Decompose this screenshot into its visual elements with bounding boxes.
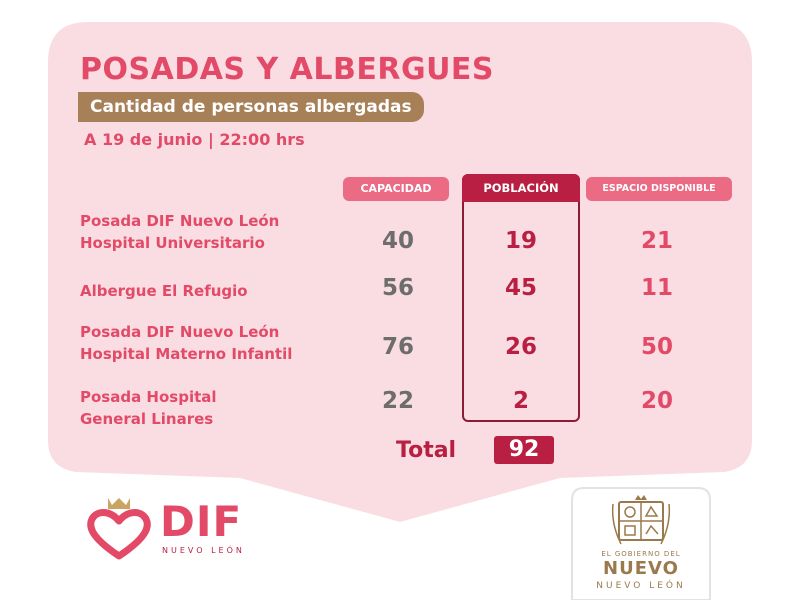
row-capacidad: 56 bbox=[381, 275, 414, 301]
row-capacidad: 40 bbox=[381, 228, 414, 254]
government-logo: EL GOBIERNO DEL NUEVO NUEVO LEÓN bbox=[558, 484, 724, 600]
row-capacidad: 22 bbox=[381, 388, 414, 414]
coat-of-arms-icon bbox=[611, 495, 671, 545]
gov-logo-line2: NUEVO bbox=[603, 558, 679, 579]
column-header-capacidad: CAPACIDAD bbox=[343, 177, 449, 201]
table-row-name: Albergue El Refugio bbox=[80, 280, 370, 302]
table-row-name: Posada DIF Nuevo León Hospital Materno I… bbox=[80, 321, 370, 365]
dif-logo: DIF NUEVO LEÓN bbox=[86, 494, 286, 564]
row-capacidad: 76 bbox=[381, 334, 414, 360]
gov-logo-line1: EL GOBIERNO DEL bbox=[601, 550, 681, 558]
gov-logo-line3: NUEVO LEÓN bbox=[596, 581, 686, 591]
row-poblacion: 45 bbox=[504, 275, 537, 301]
dif-wordmark: DIF bbox=[160, 497, 243, 546]
row-name-line1: Posada Hospital bbox=[80, 388, 217, 406]
row-name-line2: General Linares bbox=[80, 410, 214, 428]
heart-crown-icon bbox=[87, 498, 151, 560]
row-poblacion: 2 bbox=[512, 388, 529, 414]
row-espacio: 20 bbox=[640, 388, 673, 414]
row-poblacion: 26 bbox=[504, 334, 537, 360]
logo-card-background bbox=[571, 487, 711, 600]
table-row-name: Posada DIF Nuevo León Hospital Universit… bbox=[80, 210, 370, 254]
row-name-line1: Posada DIF Nuevo León bbox=[80, 212, 280, 230]
row-name-line2: Hospital Materno Infantil bbox=[80, 345, 293, 363]
total-label: Total bbox=[396, 438, 457, 463]
row-name-line2: Hospital Universitario bbox=[80, 234, 265, 252]
table-row-name: Posada Hospital General Linares bbox=[80, 386, 370, 430]
row-espacio: 21 bbox=[640, 228, 673, 254]
total-value: 92 bbox=[494, 436, 554, 464]
subtitle-banner: Cantidad de personas albergadas bbox=[78, 92, 424, 122]
date-label: A 19 de junio | 22:00 hrs bbox=[84, 130, 305, 149]
row-name-line1: Posada DIF Nuevo León bbox=[80, 323, 280, 341]
page-title: POSADAS Y ALBERGUES bbox=[80, 52, 495, 87]
row-poblacion: 19 bbox=[504, 228, 537, 254]
row-name-line1: Albergue El Refugio bbox=[80, 282, 248, 300]
row-espacio: 50 bbox=[640, 334, 673, 360]
column-header-espacio: ESPACIO DISPONIBLE bbox=[586, 177, 732, 201]
row-espacio: 11 bbox=[640, 275, 673, 301]
dif-subtitle: NUEVO LEÓN bbox=[162, 546, 245, 555]
column-header-poblacion: POBLACIÓN bbox=[462, 174, 580, 202]
